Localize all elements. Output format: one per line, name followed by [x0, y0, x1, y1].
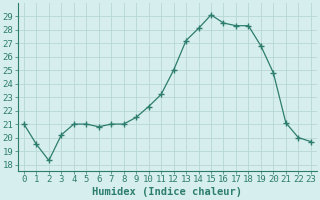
X-axis label: Humidex (Indice chaleur): Humidex (Indice chaleur): [92, 187, 242, 197]
